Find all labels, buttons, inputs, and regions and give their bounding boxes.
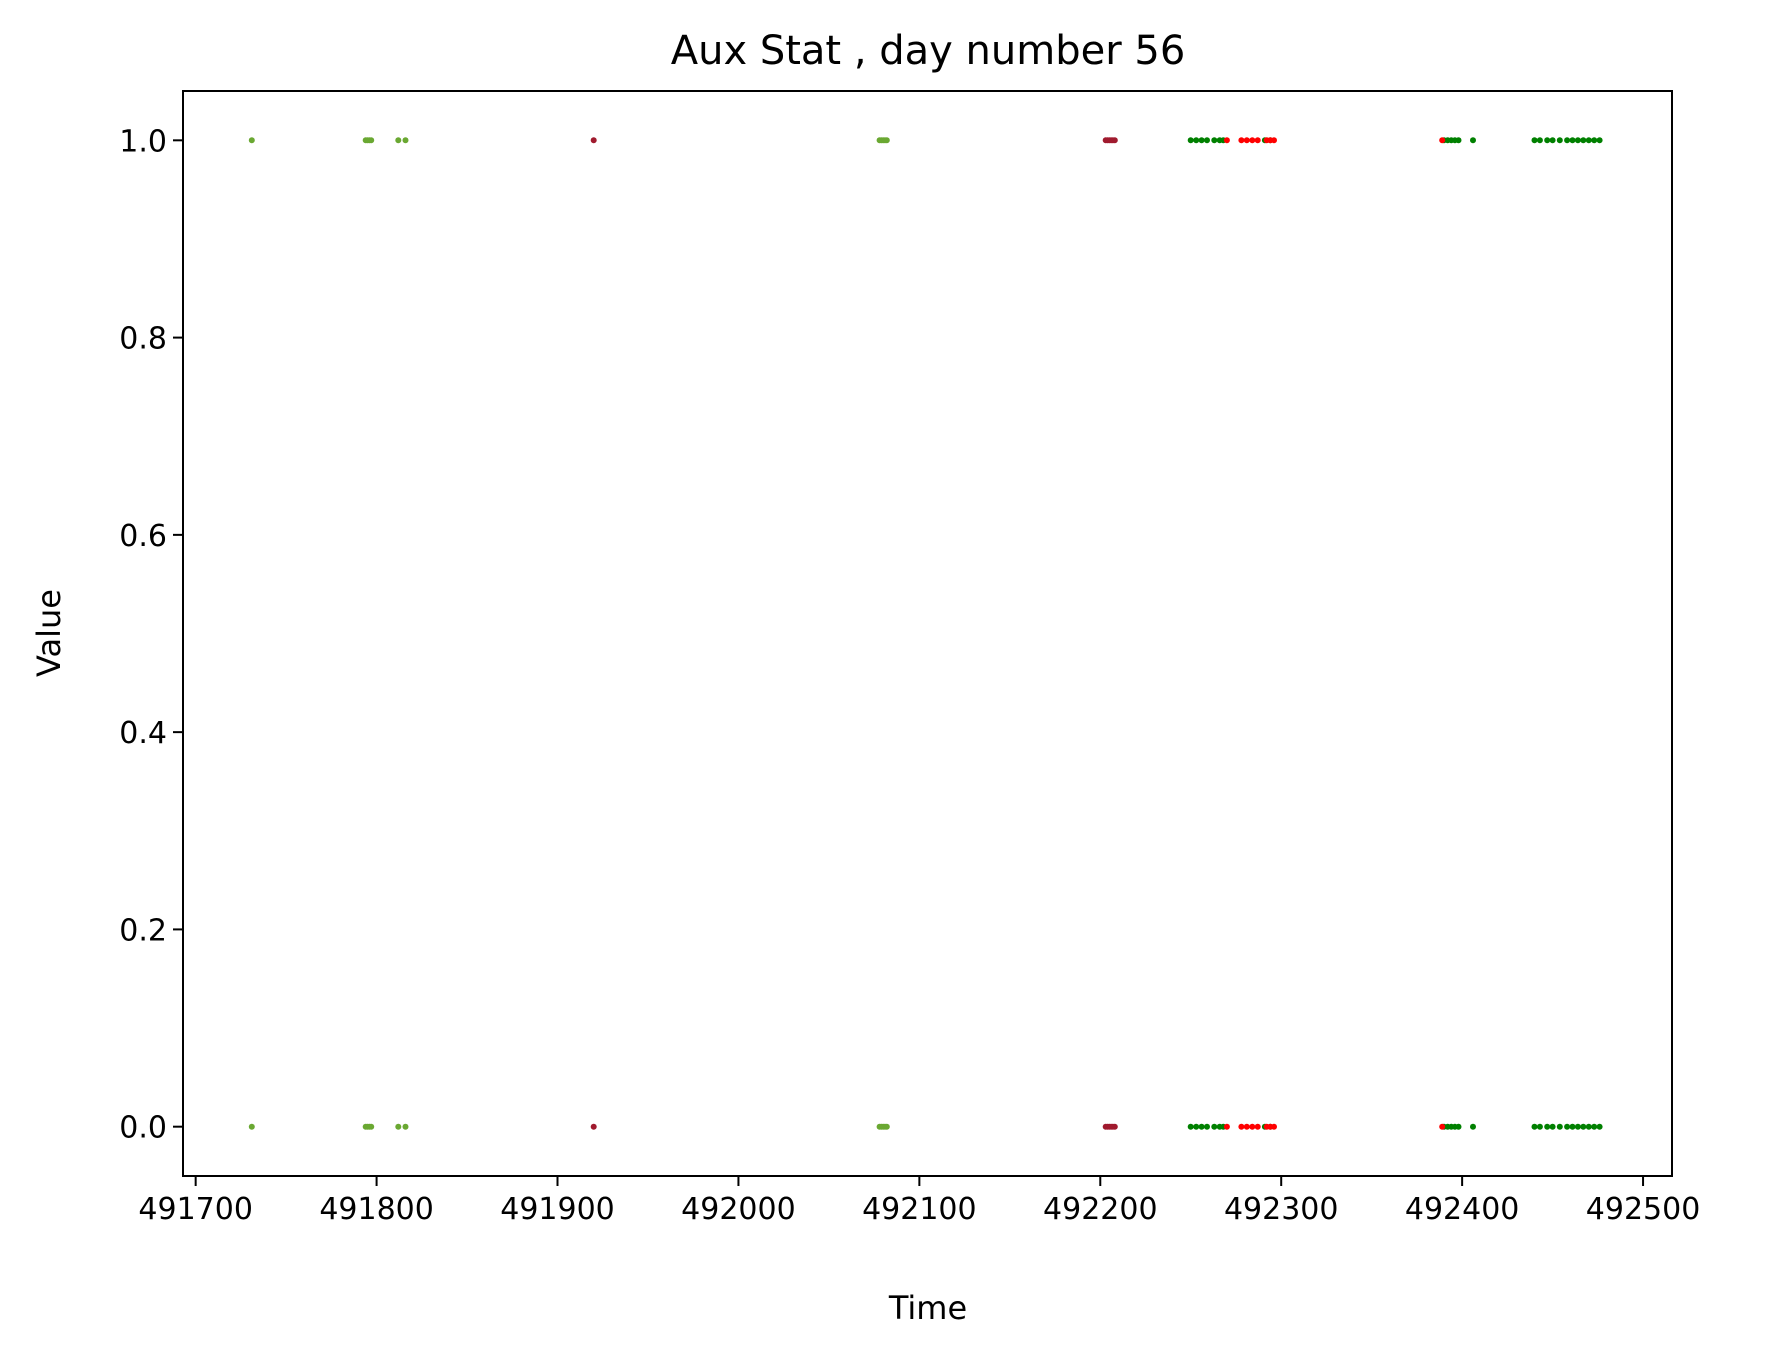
data-point <box>1204 1123 1210 1130</box>
data-point <box>1585 137 1592 144</box>
data-point <box>1536 1123 1543 1130</box>
chart-title: Aux Stat , day number 56 <box>671 28 1186 74</box>
data-point <box>1211 1123 1218 1130</box>
data-point <box>1544 137 1551 144</box>
data-point <box>1574 137 1581 144</box>
data-point <box>1198 137 1205 144</box>
data-point <box>1238 137 1245 144</box>
data-point <box>1596 137 1603 144</box>
x-tick-label: 492300 <box>1224 1192 1339 1227</box>
data-point <box>1193 137 1200 144</box>
data-point <box>248 1123 255 1130</box>
data-point <box>1569 1123 1576 1130</box>
y-tick-label: 1.0 <box>119 124 167 159</box>
data-point <box>368 1123 375 1130</box>
y-tick-label: 0.0 <box>119 1111 167 1146</box>
data-point <box>1271 137 1277 144</box>
data-point <box>395 137 402 144</box>
data-point <box>395 1123 402 1130</box>
data-point <box>1549 1123 1556 1130</box>
data-point <box>1223 137 1230 144</box>
data-point <box>1580 1123 1587 1130</box>
data-point <box>590 137 597 144</box>
data-point <box>1111 1123 1118 1130</box>
x-tick-label: 492400 <box>1405 1192 1520 1227</box>
data-point <box>1591 137 1598 144</box>
data-point <box>1211 137 1218 144</box>
data-point <box>1243 137 1250 144</box>
x-axis-ticks: 491700 491800 491900 492000 492100 492200 4923… <box>138 1176 1700 1227</box>
y-axis-ticks: 0.0 0.2 0.4 0.6 0.8 1.0 <box>119 124 183 1146</box>
y-tick-label: 0.2 <box>119 913 167 948</box>
y-tick-label: 0.4 <box>119 716 167 751</box>
data-point <box>248 137 255 144</box>
data-point <box>368 137 375 144</box>
y-tick-label: 0.8 <box>119 322 167 357</box>
x-tick-label: 491800 <box>319 1192 434 1227</box>
data-point <box>590 1123 597 1130</box>
data-point <box>1596 1123 1603 1130</box>
data-point <box>1549 137 1556 144</box>
data-point <box>1187 1123 1194 1130</box>
data-point <box>1556 137 1563 144</box>
data-point <box>1470 137 1476 144</box>
data-point <box>1271 1123 1277 1130</box>
data-point <box>883 1123 890 1130</box>
data-point <box>1564 1123 1571 1130</box>
data-point <box>883 137 890 144</box>
data-point <box>402 1123 409 1130</box>
x-tick-label: 492500 <box>1586 1192 1701 1227</box>
data-point <box>1564 137 1571 144</box>
plot-area-frame <box>182 90 1673 1177</box>
data-point <box>1193 1123 1200 1130</box>
data-point <box>1569 137 1576 144</box>
data-point <box>1254 1123 1261 1130</box>
data-point <box>1439 137 1446 144</box>
data-point <box>1238 1123 1245 1130</box>
y-tick-label: 0.6 <box>119 519 167 554</box>
data-point <box>1254 137 1261 144</box>
data-point <box>1531 137 1538 144</box>
y-axis-label: Value <box>30 589 68 677</box>
data-point <box>1187 137 1194 144</box>
data-point <box>1204 137 1210 144</box>
data-points <box>248 137 1603 1130</box>
data-point <box>1470 1123 1476 1130</box>
x-tick-label: 492000 <box>681 1192 796 1227</box>
data-point <box>1580 137 1587 144</box>
x-tick-label: 492200 <box>1043 1192 1158 1227</box>
data-point <box>1249 137 1256 144</box>
data-point <box>1455 1123 1462 1130</box>
data-point <box>1249 1123 1256 1130</box>
data-point <box>1223 1123 1230 1130</box>
data-point <box>1455 137 1462 144</box>
data-point <box>1536 137 1543 144</box>
data-point <box>1531 1123 1538 1130</box>
data-point <box>1111 137 1118 144</box>
data-point <box>1198 1123 1205 1130</box>
data-point <box>1574 1123 1581 1130</box>
data-point <box>402 137 409 144</box>
x-tick-label: 491900 <box>500 1192 615 1227</box>
data-point <box>1439 1123 1446 1130</box>
data-point <box>1556 1123 1563 1130</box>
data-point <box>1544 1123 1551 1130</box>
x-tick-label: 491700 <box>138 1192 253 1227</box>
x-tick-label: 492100 <box>862 1192 977 1227</box>
data-point <box>1591 1123 1598 1130</box>
x-axis-label: Time <box>888 1289 967 1327</box>
data-point <box>1243 1123 1250 1130</box>
data-point <box>1585 1123 1592 1130</box>
